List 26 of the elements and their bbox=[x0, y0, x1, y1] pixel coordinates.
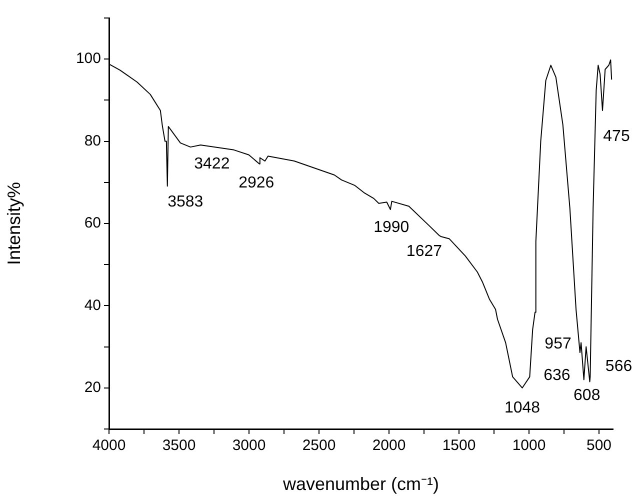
y-tick-label: 20 bbox=[84, 379, 101, 396]
annotation: 2926 bbox=[238, 174, 274, 192]
x-tick-label: 1000 bbox=[512, 437, 546, 454]
x-tick-label: 2500 bbox=[302, 437, 336, 454]
y-tick-label: 40 bbox=[84, 296, 101, 314]
annotation: 566 bbox=[605, 358, 632, 376]
y-tick-label: 80 bbox=[84, 132, 101, 150]
x-tick-label: 500 bbox=[586, 437, 612, 454]
annotation: 1048 bbox=[504, 399, 540, 416]
annotation: 3422 bbox=[194, 155, 230, 172]
annotation: 608 bbox=[574, 387, 600, 404]
annotation: 957 bbox=[544, 336, 572, 353]
annotation: 475 bbox=[603, 128, 630, 145]
annotation: 1990 bbox=[374, 218, 410, 236]
y-axis-title: Intensity% bbox=[4, 182, 24, 266]
annotation: 1627 bbox=[406, 243, 442, 260]
y-tick-label: 60 bbox=[84, 214, 101, 232]
x-axis-title: wavenumber (cm⁻¹) bbox=[282, 474, 440, 494]
y-tick-label: 100 bbox=[76, 50, 101, 68]
annotation: 636 bbox=[544, 366, 570, 384]
annotation: 3583 bbox=[168, 194, 204, 211]
x-tick-label: 2000 bbox=[372, 437, 406, 454]
x-tick-label: 4000 bbox=[92, 437, 126, 454]
x-tick-label: 3000 bbox=[232, 437, 266, 454]
x-tick-label: 3500 bbox=[162, 437, 196, 454]
x-tick-label: 1500 bbox=[442, 437, 476, 454]
